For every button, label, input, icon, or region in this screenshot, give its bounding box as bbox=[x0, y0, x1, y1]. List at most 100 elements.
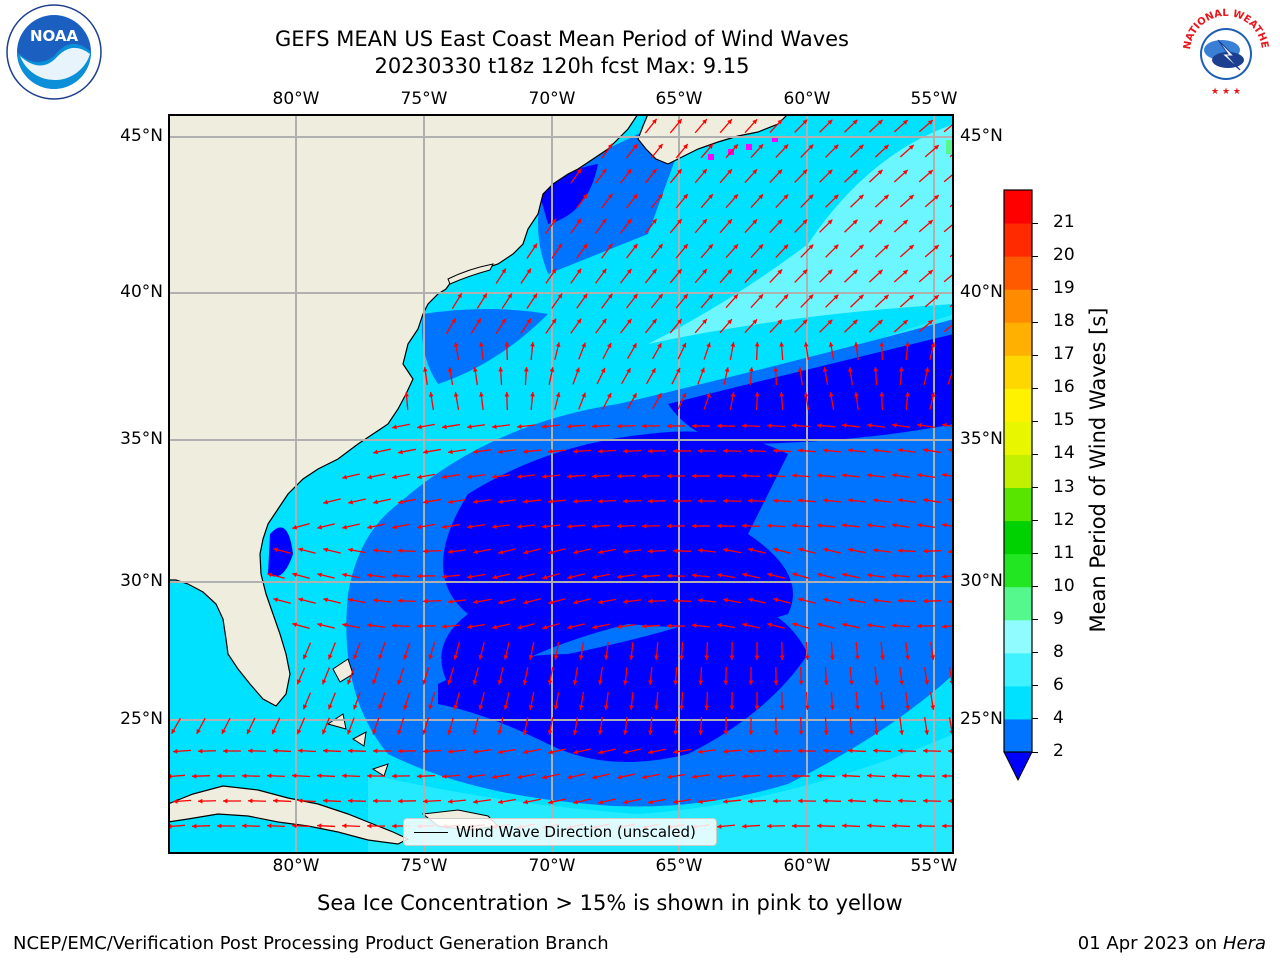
wind-wave-arrowhead bbox=[473, 449, 478, 455]
colorbar-tick-mark bbox=[1032, 487, 1038, 489]
wind-wave-arrowhead bbox=[273, 748, 278, 754]
wind-wave-arrowhead bbox=[617, 574, 622, 580]
wind-wave-arrowhead bbox=[798, 498, 803, 504]
wind-wave-arrowhead bbox=[317, 773, 322, 779]
wind-wave-arrowhead bbox=[548, 599, 554, 605]
wind-wave-arrowhead bbox=[651, 318, 657, 324]
wind-wave-arrowhead bbox=[898, 548, 903, 554]
wind-wave-arrowhead bbox=[617, 523, 622, 529]
wind-wave-arrowhead bbox=[573, 549, 579, 555]
wind-wave-arrowhead bbox=[779, 342, 785, 347]
wind-wave-arrowhead bbox=[171, 728, 176, 734]
wind-wave-arrowhead bbox=[727, 119, 732, 125]
wind-wave-arrowhead bbox=[223, 748, 228, 754]
wind-wave-arrowhead bbox=[748, 498, 753, 504]
wind-wave-arrowhead bbox=[192, 773, 197, 779]
lon-label-bottom: 60°W bbox=[783, 856, 831, 876]
wind-wave-arrowhead bbox=[804, 655, 810, 660]
lon-label-top: 65°W bbox=[655, 89, 703, 109]
wind-wave-arrowhead bbox=[467, 624, 472, 630]
wind-wave-arrowhead bbox=[767, 622, 773, 628]
wind-wave-arrowhead bbox=[677, 319, 682, 324]
wind-wave-arrowhead bbox=[542, 524, 547, 529]
wind-wave-arrowhead bbox=[927, 120, 933, 125]
wind-wave-arrowhead bbox=[879, 392, 885, 397]
wind-wave-arrowhead bbox=[877, 269, 883, 275]
wind-wave-arrowhead bbox=[503, 654, 509, 660]
wind-wave-arrowhead bbox=[398, 449, 403, 455]
wind-wave-arrowhead bbox=[867, 523, 872, 528]
wind-wave-arrowhead bbox=[729, 655, 735, 660]
chart-subtitle: 20230330 t18z 120h fcst Max: 9.15 bbox=[374, 54, 750, 78]
lon-label-top: 80°W bbox=[272, 89, 320, 109]
wind-wave-arrowhead bbox=[902, 319, 908, 325]
wave-period-band-under bbox=[438, 604, 808, 762]
wind-wave-arrowhead bbox=[679, 705, 685, 710]
lat-label-left: 30°N bbox=[120, 571, 163, 591]
wind-wave-arrowhead bbox=[927, 170, 933, 175]
land-long-island bbox=[447, 263, 494, 285]
wind-wave-arrowhead bbox=[623, 448, 628, 454]
wind-wave-arrowhead bbox=[808, 294, 814, 300]
wind-wave-arrowhead bbox=[658, 293, 663, 299]
wind-wave-arrowhead bbox=[422, 729, 427, 735]
wind-wave-arrowhead bbox=[792, 572, 798, 578]
wind-wave-arrowhead bbox=[617, 774, 623, 780]
wind-wave-arrowhead bbox=[623, 549, 628, 554]
wind-wave-arrowhead bbox=[642, 423, 647, 429]
wind-wave-arrowhead bbox=[575, 367, 580, 373]
colorbar-segment bbox=[1004, 586, 1032, 621]
wind-wave-arrowhead bbox=[898, 748, 903, 754]
wind-wave-arrowhead bbox=[198, 798, 203, 804]
wind-wave-arrowhead bbox=[792, 523, 797, 529]
wind-wave-arrowhead bbox=[597, 730, 603, 735]
wind-wave-arrowhead bbox=[873, 498, 878, 503]
wind-wave-arrowhead bbox=[852, 119, 858, 125]
colorbar-tick-label: 2 bbox=[1053, 741, 1064, 761]
wind-wave-arrowhead bbox=[683, 194, 688, 199]
land-north-america bbox=[168, 114, 639, 707]
wind-wave-arrowhead bbox=[551, 218, 557, 224]
wind-wave-arrowhead bbox=[648, 498, 653, 504]
wind-wave-arrowhead bbox=[498, 449, 503, 454]
wind-wave-arrowhead bbox=[898, 497, 903, 503]
wind-wave-arrowhead bbox=[317, 622, 323, 628]
wind-wave-arrowhead bbox=[372, 679, 377, 685]
colorbar-segment bbox=[1004, 520, 1032, 555]
wind-wave-arrowhead bbox=[498, 367, 504, 372]
wind-wave-arrowhead bbox=[447, 367, 453, 372]
wind-wave-arrowhead bbox=[423, 499, 428, 505]
wind-wave-arrowhead bbox=[848, 730, 854, 735]
wind-wave-arrowhead bbox=[442, 474, 447, 480]
colorbar-tick-mark bbox=[1032, 420, 1038, 422]
colorbar-tick-label: 8 bbox=[1053, 641, 1064, 662]
wind-wave-arrowhead bbox=[867, 622, 872, 628]
wind-wave-arrowhead bbox=[573, 498, 578, 504]
wind-wave-arrowhead bbox=[342, 622, 347, 628]
wind-wave-arrowhead bbox=[927, 220, 933, 225]
wind-wave-arrowhead bbox=[667, 523, 672, 529]
lat-label-right: 30°N bbox=[960, 571, 1003, 591]
wind-wave-arrowhead bbox=[523, 549, 529, 555]
wind-wave-arrowhead bbox=[667, 473, 672, 479]
wind-wave-arrowhead bbox=[648, 749, 653, 755]
wind-wave-arrowhead bbox=[767, 823, 772, 829]
wind-wave-arrowhead bbox=[648, 730, 653, 735]
wind-wave-arrowhead bbox=[917, 573, 922, 579]
wind-wave-arrowhead bbox=[576, 168, 582, 174]
wind-wave-arrowhead bbox=[892, 573, 897, 579]
wind-wave-arrowhead bbox=[817, 523, 822, 528]
wind-wave-arrowhead bbox=[198, 748, 203, 754]
wind-wave-arrowhead bbox=[478, 654, 484, 660]
wind-wave-arrowhead bbox=[748, 367, 754, 372]
wind-wave-arrowhead bbox=[654, 705, 659, 710]
wind-wave-arrowhead bbox=[348, 597, 353, 603]
wind-wave-arrow bbox=[943, 272, 954, 283]
map-plot bbox=[168, 114, 954, 854]
wind-wave-arrowhead bbox=[808, 244, 814, 250]
wind-wave-arrowhead bbox=[523, 499, 528, 504]
wind-wave-arrowhead bbox=[517, 574, 523, 580]
colorbar-tick-label: 6 bbox=[1053, 674, 1064, 695]
wind-wave-arrowhead bbox=[892, 823, 897, 829]
wind-wave-arrowhead bbox=[917, 522, 922, 528]
